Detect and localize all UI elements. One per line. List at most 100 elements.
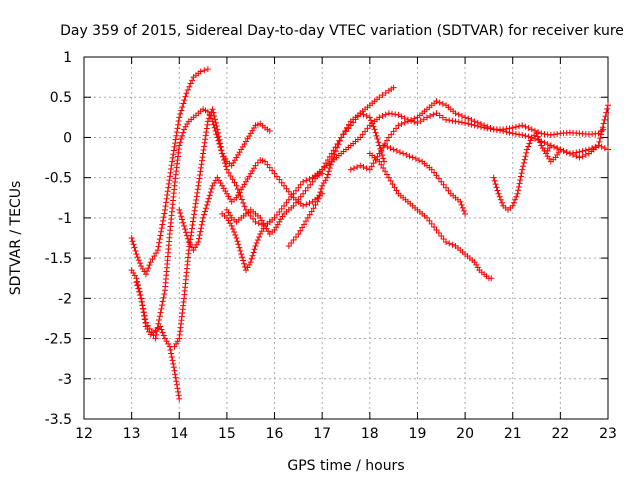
data-point bbox=[219, 182, 226, 189]
data-point bbox=[384, 143, 391, 150]
data-point bbox=[381, 142, 388, 149]
data-point bbox=[131, 244, 138, 251]
data-point bbox=[278, 205, 285, 212]
data-point bbox=[231, 228, 238, 235]
data-point bbox=[189, 77, 196, 84]
data-point bbox=[158, 225, 165, 232]
data-point bbox=[246, 133, 253, 140]
data-point bbox=[218, 147, 225, 154]
data-point bbox=[232, 231, 239, 238]
data-point bbox=[142, 319, 149, 326]
data-point bbox=[233, 235, 240, 241]
data-point bbox=[184, 235, 191, 242]
data-point bbox=[474, 264, 481, 271]
data-point bbox=[389, 110, 396, 117]
data-point bbox=[225, 209, 232, 216]
data-point bbox=[198, 161, 205, 168]
data-point bbox=[462, 210, 469, 217]
data-point bbox=[151, 253, 158, 260]
data-point bbox=[233, 154, 240, 161]
data-point bbox=[161, 291, 168, 298]
data-point bbox=[392, 111, 399, 118]
data-point bbox=[154, 324, 161, 331]
data-point bbox=[239, 143, 246, 150]
data-point bbox=[182, 93, 189, 100]
data-point bbox=[135, 285, 142, 292]
data-point bbox=[174, 125, 181, 132]
data-point bbox=[597, 135, 604, 142]
data-point bbox=[170, 151, 177, 158]
data-point bbox=[362, 128, 369, 135]
data-point bbox=[236, 244, 243, 251]
data-point bbox=[523, 149, 530, 156]
data-point bbox=[250, 249, 257, 256]
data-point bbox=[147, 259, 154, 266]
data-point bbox=[320, 180, 327, 187]
data-point bbox=[557, 146, 564, 153]
data-point bbox=[520, 163, 527, 170]
data-point bbox=[251, 246, 258, 253]
data-point bbox=[223, 190, 230, 197]
x-tick-label: 15 bbox=[218, 426, 236, 442]
data-point bbox=[360, 163, 367, 170]
data-point bbox=[297, 227, 304, 234]
data-point bbox=[130, 269, 137, 276]
data-point bbox=[199, 218, 206, 225]
series-track-h bbox=[285, 110, 388, 250]
data-point bbox=[283, 185, 290, 192]
data-point bbox=[519, 166, 526, 173]
data-point bbox=[176, 142, 183, 149]
data-point bbox=[603, 109, 610, 116]
data-point bbox=[519, 132, 526, 139]
data-point bbox=[206, 192, 213, 199]
data-point bbox=[171, 343, 178, 350]
data-point bbox=[300, 178, 307, 185]
data-point bbox=[262, 158, 269, 165]
data-point bbox=[570, 151, 577, 158]
data-point bbox=[526, 140, 533, 147]
data-point bbox=[173, 378, 180, 385]
data-point bbox=[219, 150, 226, 157]
data-point bbox=[446, 240, 453, 247]
data-point bbox=[238, 196, 245, 203]
data-point bbox=[303, 201, 310, 208]
data-point bbox=[215, 129, 222, 136]
data-point bbox=[271, 214, 278, 221]
x-tick-label: 16 bbox=[266, 426, 284, 442]
x-axis-label: GPS time / hours bbox=[287, 458, 404, 474]
data-point bbox=[207, 189, 214, 196]
data-point bbox=[235, 151, 242, 158]
data-point bbox=[244, 176, 251, 183]
data-point bbox=[235, 241, 242, 248]
data-point bbox=[390, 146, 397, 153]
data-point bbox=[492, 181, 499, 188]
data-point bbox=[380, 165, 387, 172]
data-point bbox=[214, 126, 221, 133]
data-point bbox=[155, 243, 162, 250]
data-point bbox=[395, 111, 402, 118]
data-point bbox=[187, 80, 194, 87]
data-point bbox=[395, 122, 402, 129]
data-point bbox=[234, 186, 241, 193]
series-track-l bbox=[381, 142, 469, 217]
data-point bbox=[596, 138, 603, 145]
chart-title: Day 359 of 2015, Sidereal Day-to-day VTE… bbox=[60, 23, 624, 39]
data-point bbox=[239, 254, 246, 261]
data-point bbox=[519, 122, 526, 129]
data-point bbox=[201, 143, 208, 150]
data-point bbox=[142, 316, 149, 323]
data-point bbox=[438, 178, 445, 185]
data-point bbox=[194, 186, 201, 193]
data-point bbox=[281, 202, 288, 209]
data-point bbox=[375, 139, 382, 146]
data-point bbox=[306, 200, 313, 207]
data-point bbox=[449, 117, 456, 124]
data-point bbox=[359, 131, 366, 138]
data-point bbox=[539, 145, 546, 152]
data-point bbox=[378, 161, 385, 168]
data-point bbox=[379, 92, 386, 99]
data-point bbox=[474, 119, 481, 126]
data-point bbox=[535, 136, 542, 143]
data-point bbox=[176, 114, 183, 121]
data-point bbox=[253, 240, 260, 247]
